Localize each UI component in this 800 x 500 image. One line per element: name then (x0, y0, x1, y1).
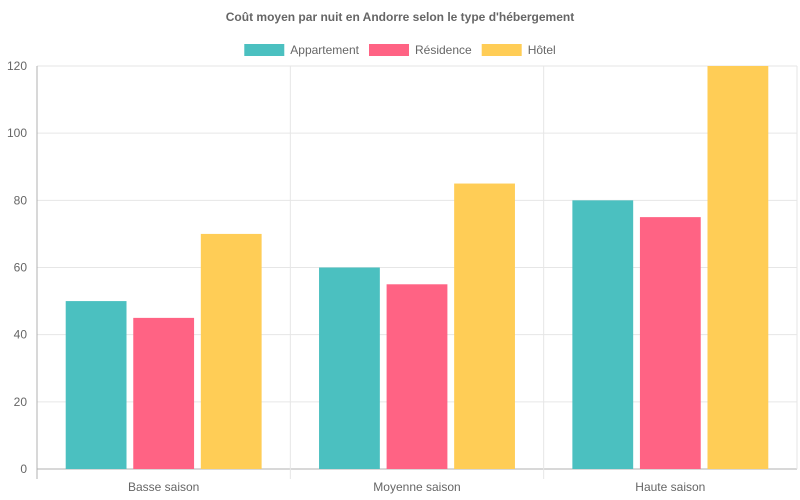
legend-swatch (481, 44, 522, 56)
y-tick-label: 120 (7, 59, 27, 73)
x-tick-label: Moyenne saison (373, 480, 460, 494)
y-tick-label: 0 (20, 462, 27, 476)
legend-label: Appartement (290, 43, 359, 57)
legend-label: Hôtel (528, 43, 556, 57)
legend-item-residence[interactable]: Résidence (369, 43, 472, 57)
bar-residence-moyenne-saison[interactable] (386, 284, 448, 469)
bar-hotel-basse-saison[interactable] (200, 233, 262, 469)
y-tick-label: 100 (7, 126, 27, 140)
bar-residence-haute-saison[interactable] (639, 217, 701, 469)
bar-appartement-basse-saison[interactable] (65, 301, 127, 469)
y-tick-label: 60 (14, 261, 28, 275)
y-tick-label: 40 (14, 328, 28, 342)
legend-item-appartement[interactable]: Appartement (244, 43, 360, 57)
legend-item-hotel[interactable]: Hôtel (481, 43, 556, 57)
x-tick-label: Haute saison (635, 480, 705, 494)
legend: Appartement Résidence Hôtel (244, 43, 556, 57)
chart-title: Coût moyen par nuit en Andorre selon le … (226, 10, 574, 24)
legend-swatch (369, 44, 409, 56)
bar-residence-basse-saison[interactable] (133, 317, 195, 469)
x-tick-label: Basse saison (128, 480, 199, 494)
legend-swatch (244, 44, 285, 56)
bar-appartement-moyenne-saison[interactable] (319, 267, 380, 470)
bars (65, 66, 769, 470)
bar-appartement-haute-saison[interactable] (572, 200, 634, 470)
bar-hotel-haute-saison[interactable] (707, 66, 769, 469)
bar-hotel-moyenne-saison[interactable] (454, 183, 515, 469)
legend-label: Résidence (415, 43, 472, 57)
axes: 0 20 40 60 80 100 120 Basse saison Moyenne saiso… (7, 59, 705, 494)
y-tick-label: 20 (14, 395, 28, 409)
y-tick-label: 80 (14, 193, 28, 207)
